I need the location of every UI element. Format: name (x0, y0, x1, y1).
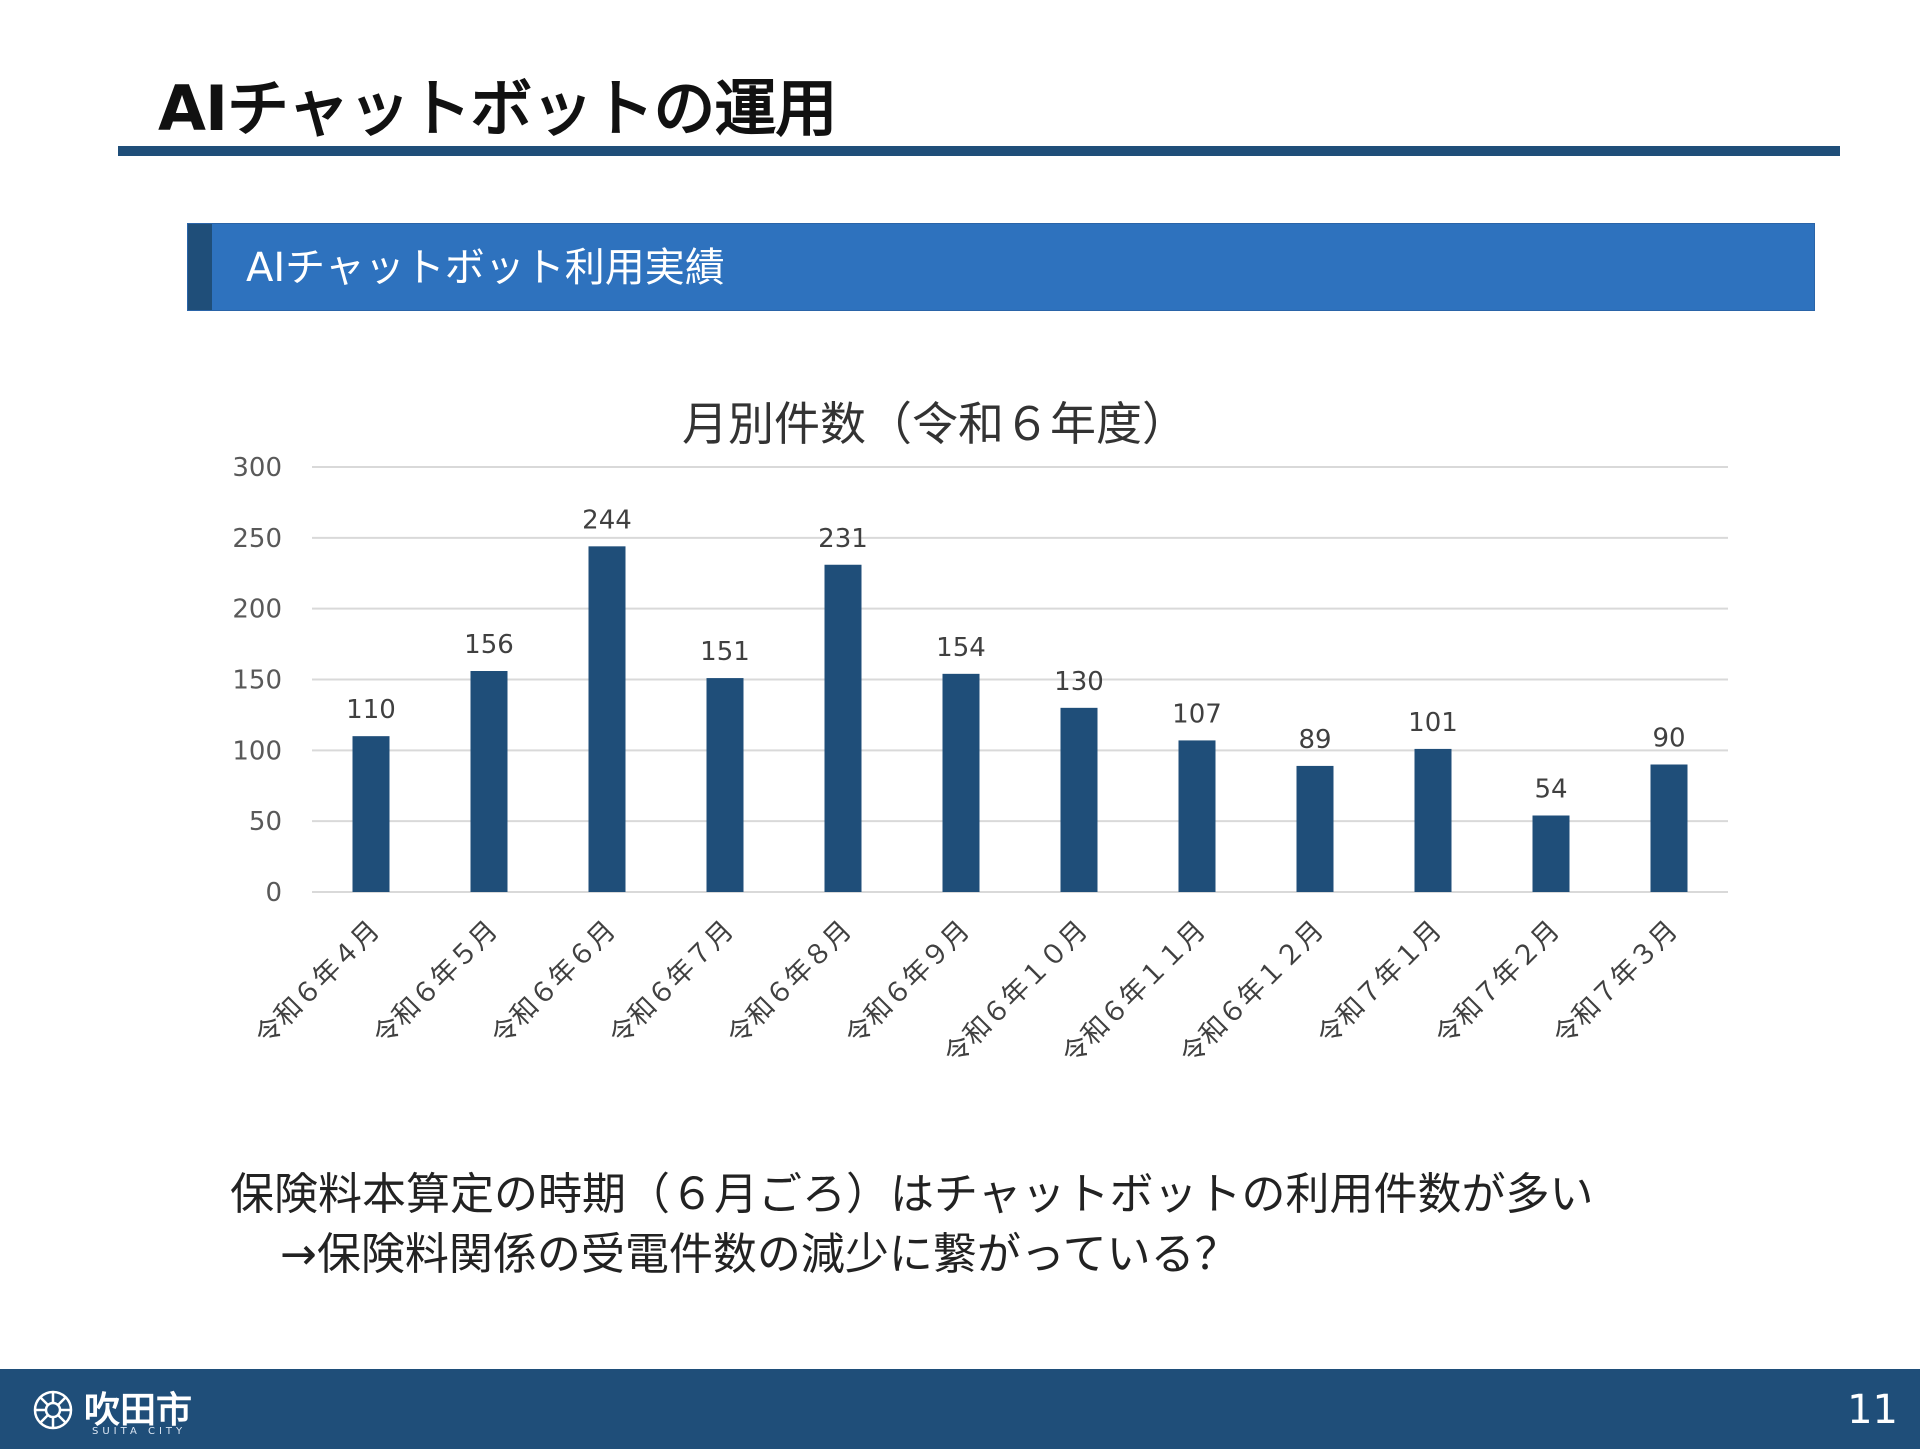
y-tick-label: 250 (232, 524, 282, 554)
chart-title: 月別件数（令和６年度） (682, 397, 1188, 451)
x-category-label: 令和７年３月 (1547, 915, 1683, 1051)
data-label: 101 (1408, 708, 1458, 738)
y-tick-label: 50 (249, 807, 282, 837)
data-label: 151 (700, 637, 750, 667)
data-label: 244 (582, 505, 632, 535)
data-label: 90 (1652, 724, 1685, 754)
x-category-label: 令和６年７月 (603, 915, 739, 1051)
x-category-label: 令和６年４月 (249, 915, 385, 1051)
monthly-bar-chart: 月別件数（令和６年度） 0 50 100 150 200 250 300 110 令和６年４月 15… (232, 397, 1728, 1071)
data-label: 231 (818, 524, 868, 554)
bar (942, 673, 980, 892)
bar (588, 546, 626, 892)
y-tick-label: 100 (232, 736, 282, 766)
footer-city-name: 吹田市 (84, 1390, 193, 1431)
bar (352, 736, 390, 892)
y-tick-label: 150 (232, 666, 282, 696)
section-label: AIチャットボット利用実績 (246, 245, 725, 291)
data-label: 54 (1534, 775, 1567, 805)
slide-title: AIチャットボットの運用 (158, 72, 837, 145)
x-category-label: 令和６年５月 (367, 915, 503, 1051)
bar (1650, 764, 1688, 892)
y-tick-label: 200 (232, 595, 282, 625)
page-number: 11 (1847, 1387, 1898, 1433)
x-category-label: 令和７年１月 (1311, 915, 1447, 1051)
title-rule (118, 146, 1840, 156)
bar (1060, 707, 1098, 892)
y-tick-label: 300 (232, 453, 282, 483)
section-bar: AIチャットボット利用実績 (187, 223, 1815, 311)
city-emblem-icon (33, 1390, 73, 1430)
data-label: 156 (464, 630, 514, 660)
data-label: 89 (1298, 725, 1331, 755)
bar (1414, 748, 1452, 892)
data-label: 154 (936, 633, 986, 663)
data-label: 130 (1054, 667, 1104, 697)
bar (470, 671, 508, 892)
bar (1532, 815, 1570, 892)
bar (824, 564, 862, 892)
data-label: 107 (1172, 699, 1222, 729)
footer-city-name-en: SUITA CITY (92, 1426, 187, 1437)
footer-bar: 吹田市 SUITA CITY 11 (0, 1369, 1920, 1449)
note-line-1: 保険料本算定の時期（６月ごろ）はチャットボットの利用件数が多い (230, 1169, 1594, 1220)
x-category-label: 令和７年２月 (1429, 915, 1565, 1051)
note-line-2: →保険料関係の受電件数の減少に繋がっている？ (280, 1229, 1239, 1280)
bar (706, 678, 744, 892)
section-bar-accent (188, 224, 212, 310)
data-label: 110 (346, 695, 396, 725)
bar (1296, 765, 1334, 892)
x-category-label: 令和６年８月 (721, 915, 857, 1051)
bar (1178, 740, 1216, 892)
x-category-label: 令和６年６月 (485, 915, 621, 1051)
y-tick-label: 0 (265, 878, 282, 908)
